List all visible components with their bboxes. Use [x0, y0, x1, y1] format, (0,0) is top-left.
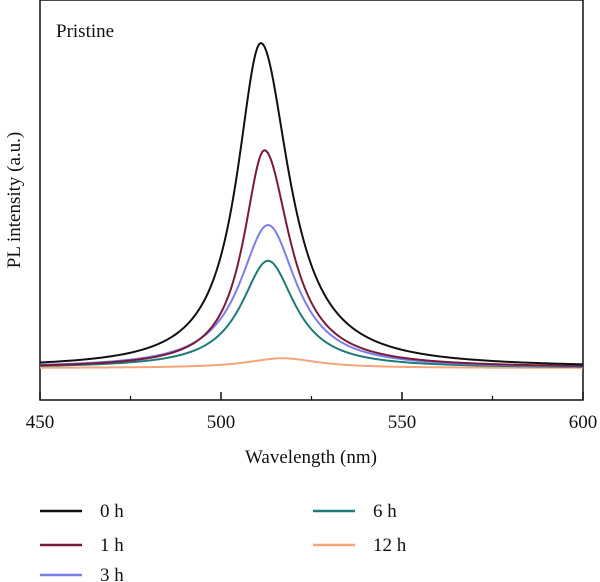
x-tick-label: 450 — [26, 412, 55, 433]
y-axis-title: PL intensity (a.u.) — [4, 132, 25, 269]
x-tick-label: 600 — [569, 412, 598, 433]
legend: 0 h 1 h 3 h 6 h 12 h — [40, 501, 407, 582]
series-line-0h — [39, 41, 584, 366]
plot-frame — [39, 0, 584, 401]
series-line-6h — [39, 259, 584, 368]
x-axis-tick-labels: 450 500 550 600 — [26, 412, 598, 433]
series-line-3h — [39, 223, 584, 368]
x-axis-ticks — [39, 392, 584, 400]
legend-label: 3 h — [100, 565, 124, 582]
legend-label: 0 h — [100, 501, 124, 522]
x-tick-label: 550 — [388, 412, 417, 433]
annotation-pristine: Pristine — [56, 21, 114, 42]
x-axis-title: Wavelength (nm) — [245, 447, 377, 468]
legend-label: 6 h — [373, 501, 397, 522]
spectrum-curves — [39, 41, 584, 369]
legend-label: 12 h — [373, 535, 407, 556]
legend-label: 1 h — [100, 535, 124, 556]
series-line-12h — [39, 357, 583, 369]
x-tick-label: 500 — [207, 412, 236, 433]
series-line-1h — [39, 149, 584, 367]
